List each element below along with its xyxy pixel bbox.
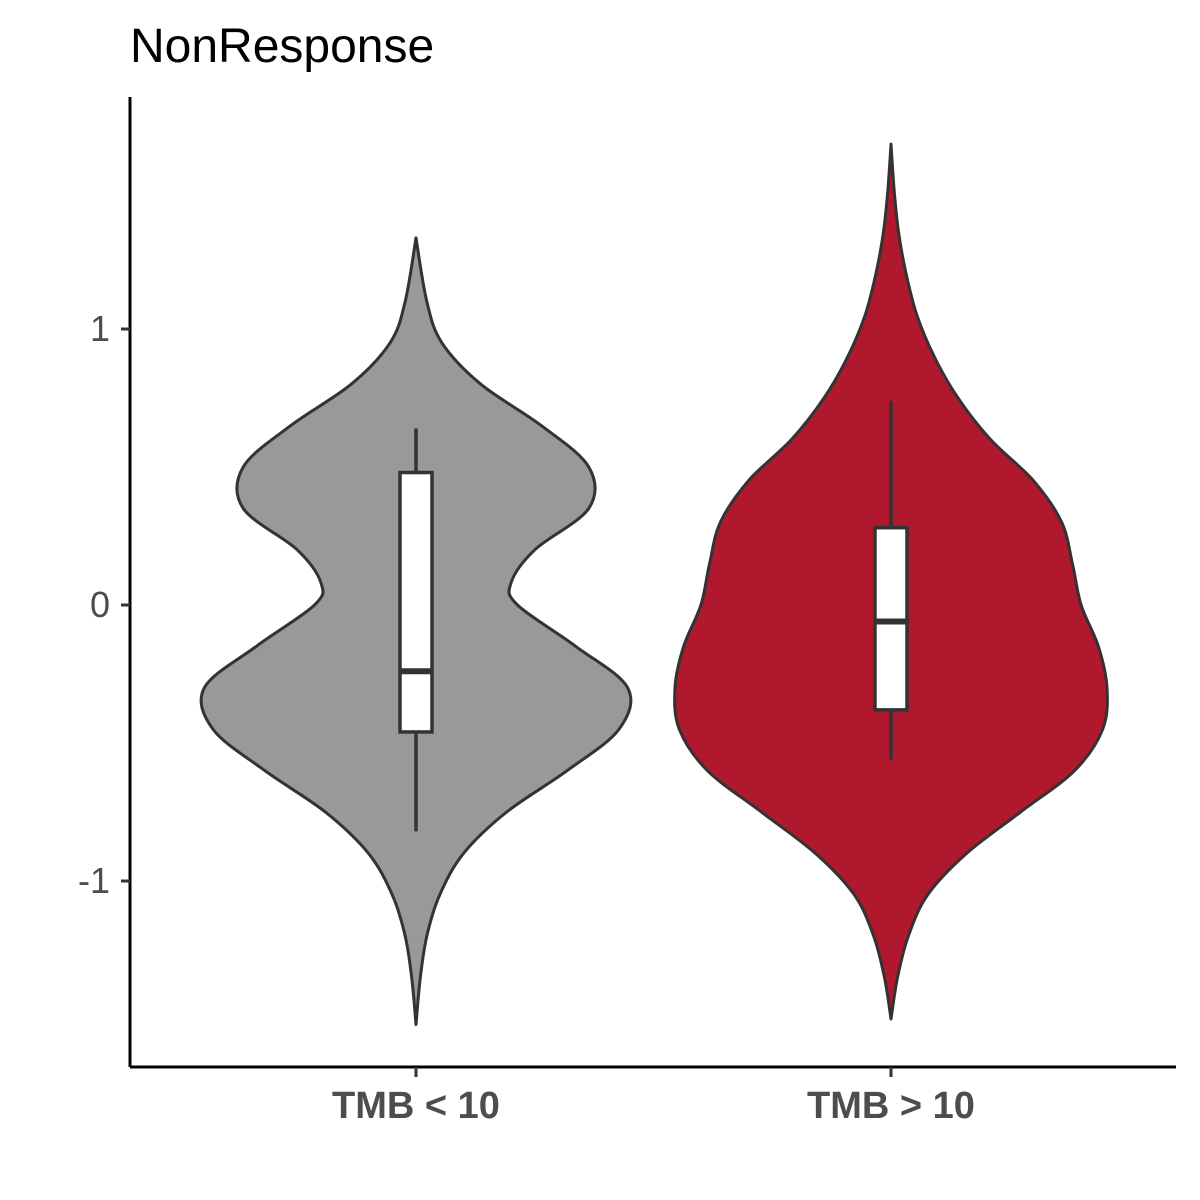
violins-layer <box>199 142 1109 1026</box>
boxplots-layer <box>398 400 909 832</box>
y-tick-label: 0 <box>90 584 110 625</box>
y-axis-ticks: -1 0 1 <box>78 308 130 901</box>
y-tick-label: 1 <box>90 308 110 349</box>
box-iqr-1 <box>398 470 434 734</box>
y-tick-label: -1 <box>78 860 110 901</box>
x-tick-label: TMB > 10 <box>807 1085 975 1127</box>
x-axis-ticks: TMB < 10 TMB > 10 <box>332 1067 975 1127</box>
chart-title: NonResponse <box>130 20 434 73</box>
x-tick-label: TMB < 10 <box>332 1085 500 1127</box>
